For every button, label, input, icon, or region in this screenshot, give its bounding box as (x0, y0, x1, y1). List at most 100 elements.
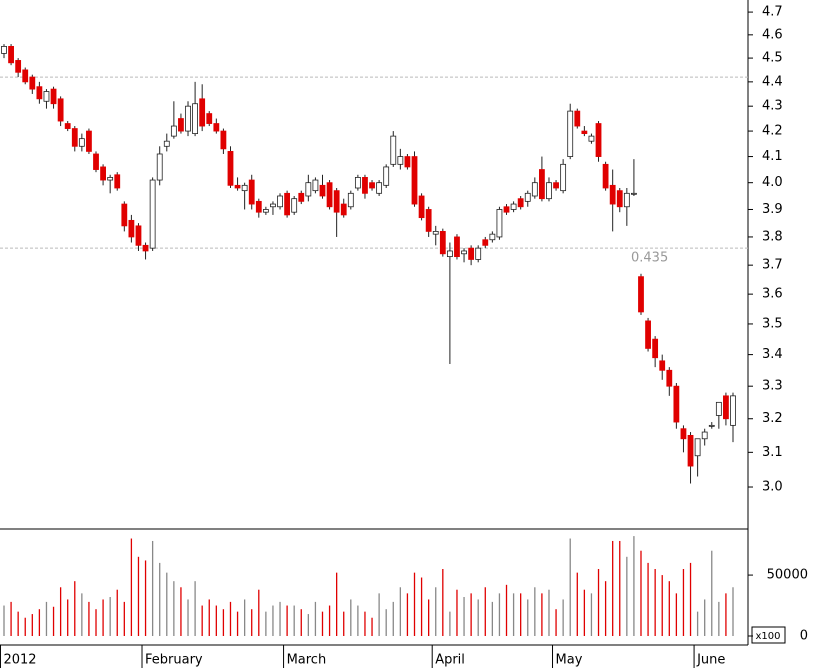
candle-body (15, 60, 22, 73)
candle-body (255, 200, 262, 213)
candle-body (588, 135, 595, 142)
candle-body (425, 209, 432, 232)
candle-body (638, 276, 644, 313)
y-tick-label: 4.6 (762, 27, 783, 42)
candle-body (531, 182, 538, 197)
candle-body (362, 177, 368, 194)
candle-body (114, 174, 121, 189)
candle-body (517, 198, 524, 208)
y-tick-label: 3.5 (762, 316, 783, 331)
y-tick-label: 3.2 (762, 411, 783, 426)
candle-body (107, 177, 114, 181)
candle-body (609, 184, 616, 205)
candle-body (461, 250, 467, 255)
x-tick-label: June (696, 653, 725, 668)
candle-body (305, 182, 312, 197)
y-tick-label: 3.3 (762, 379, 783, 394)
candle-body (432, 230, 439, 235)
candle-body (78, 138, 85, 147)
candle-body (156, 153, 163, 181)
y-tick-label: 4.0 (762, 175, 783, 190)
candle-body (673, 385, 680, 423)
candle-body (595, 123, 602, 157)
y-tick-label: 3.6 (762, 287, 783, 302)
candle-body (524, 192, 531, 202)
candle-body (397, 156, 404, 165)
candle-body (234, 184, 241, 189)
candle-body (22, 69, 29, 83)
x-tick-label: May (556, 653, 583, 668)
x-tick-label: April (435, 653, 465, 668)
candle-body (192, 103, 198, 134)
candle-body (220, 130, 227, 150)
candle-body (142, 244, 149, 252)
candle-body (277, 195, 283, 208)
y-tick-label: 3.1 (762, 445, 783, 460)
unit-box (751, 626, 786, 644)
y-tick-label: 4.2 (762, 124, 783, 139)
x-tick-label: 2012 (3, 653, 36, 668)
y-tick-label: 4.4 (762, 74, 783, 89)
candle-body (411, 156, 418, 205)
candle-body (241, 184, 248, 192)
candle-body (213, 123, 220, 132)
x-tick-label: March (287, 653, 327, 668)
candle-body (227, 151, 234, 186)
candle-body (510, 203, 517, 210)
candle-body (8, 45, 14, 64)
candle-body (64, 123, 71, 129)
candle-body (50, 88, 57, 105)
volume-tick-label: 50000 (767, 568, 808, 583)
candle-body (715, 401, 722, 416)
candle-body (121, 203, 128, 227)
y-tick-label: 4.5 (762, 51, 783, 66)
candle-body (326, 182, 333, 208)
candle-body (376, 182, 383, 194)
candle-body (708, 424, 715, 427)
candle-body (723, 395, 729, 420)
candle-body (298, 192, 305, 202)
y-tick-label: 3.9 (762, 202, 783, 217)
candle-body (631, 192, 637, 195)
candle-body (1, 45, 7, 54)
candle-body (390, 135, 397, 165)
x-tick-label: February (145, 653, 203, 668)
candle-body (170, 125, 177, 137)
candle-body (284, 192, 291, 216)
candle-body (291, 198, 298, 213)
candle-body (185, 105, 191, 132)
candle-body (340, 203, 347, 216)
candle-body (319, 184, 326, 197)
candle-body (539, 169, 545, 200)
candle-body (652, 338, 659, 359)
candle-body (354, 177, 361, 189)
candle-body (454, 236, 460, 258)
candle-body (446, 250, 453, 258)
candle-body (574, 110, 581, 127)
candle-body (666, 369, 673, 387)
y-tick-label: 3.0 (762, 480, 783, 495)
candle-body (270, 203, 276, 208)
candle-body (475, 247, 482, 260)
candle-body (178, 118, 184, 132)
y-tick-label: 4.3 (762, 99, 783, 114)
candle-body (546, 182, 552, 200)
candle-body (383, 166, 390, 186)
candle-body (93, 153, 99, 170)
candle-body (730, 395, 736, 426)
candle-body (43, 91, 50, 102)
candle-body (206, 113, 213, 124)
candle-body (553, 182, 559, 189)
candle-body (560, 163, 567, 192)
candle-body (489, 233, 496, 241)
candle-body (57, 98, 64, 122)
candle-body (199, 98, 206, 127)
candle-body (312, 179, 319, 192)
candle-body (468, 247, 475, 260)
y-tick-label: 3.7 (762, 258, 783, 273)
candle-body (482, 239, 489, 246)
candle-body (333, 190, 340, 213)
candle-body (404, 156, 411, 168)
